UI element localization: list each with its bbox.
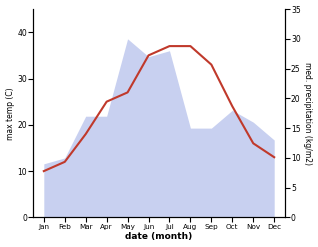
Y-axis label: med. precipitation (kg/m2): med. precipitation (kg/m2) — [303, 62, 313, 165]
X-axis label: date (month): date (month) — [125, 232, 193, 242]
Y-axis label: max temp (C): max temp (C) — [5, 87, 15, 140]
